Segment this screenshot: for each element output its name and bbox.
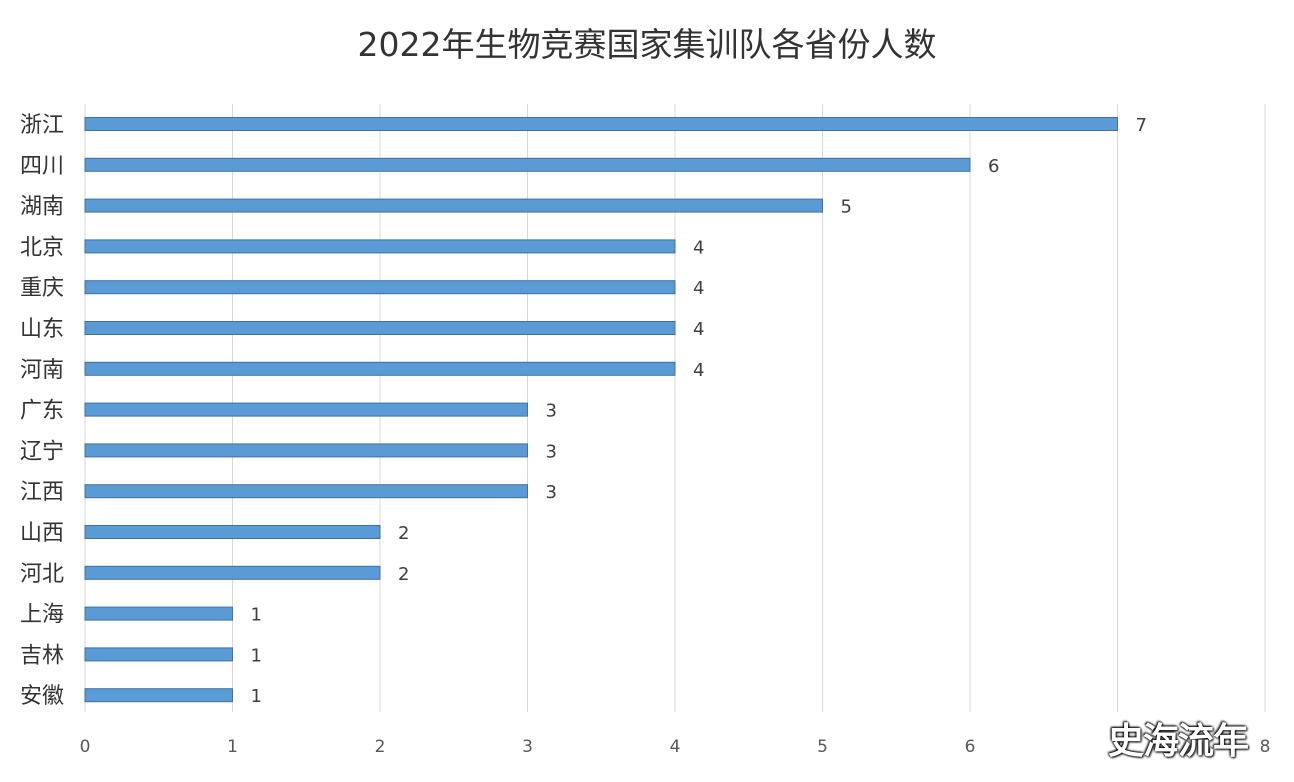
category-label: 北京 <box>20 235 64 260</box>
x-tick-label: 5 <box>817 737 828 757</box>
category-label: 四川 <box>20 154 64 179</box>
category-label: 吉林 <box>20 643 64 668</box>
bar <box>84 280 676 295</box>
data-label: 7 <box>1136 115 1147 136</box>
data-label: 3 <box>546 482 557 503</box>
x-tick-label: 4 <box>670 737 681 757</box>
x-tick-label: 2 <box>375 737 386 757</box>
bar <box>84 443 528 458</box>
bar <box>84 157 971 172</box>
category-label: 安徽 <box>20 684 64 709</box>
category-label: 山西 <box>20 521 64 546</box>
bar <box>84 239 676 254</box>
category-label: 湖南 <box>20 195 64 220</box>
category-label: 河北 <box>20 562 64 587</box>
x-tick-label: 8 <box>1260 737 1271 757</box>
x-tick-label: 6 <box>965 737 976 757</box>
data-label: 2 <box>398 523 409 544</box>
data-label: 3 <box>546 441 557 462</box>
data-label: 5 <box>841 197 852 218</box>
category-label: 浙江 <box>20 113 64 138</box>
x-tick-label: 7 <box>1112 737 1123 757</box>
bar <box>84 361 676 376</box>
bars <box>84 117 1118 703</box>
x-tick-labels: 0 1 2 3 4 5 6 7 8 <box>80 737 1271 757</box>
category-label: 广东 <box>20 399 64 424</box>
bar <box>84 402 528 417</box>
data-labels: 7 6 5 4 4 4 4 3 3 3 2 2 1 1 1 <box>251 115 1147 707</box>
data-label: 1 <box>251 605 262 626</box>
bar <box>84 321 676 335</box>
category-label: 河南 <box>20 358 64 383</box>
x-tick-label: 0 <box>80 737 91 757</box>
data-label: 1 <box>251 645 262 666</box>
data-label: 4 <box>693 278 704 299</box>
bar <box>84 565 381 580</box>
data-label: 3 <box>546 401 557 422</box>
bar <box>84 117 1118 131</box>
x-tick-label: 3 <box>522 737 533 757</box>
chart-title: 2022年生物竞赛国家集训队各省份人数 <box>357 25 937 64</box>
bar <box>84 688 233 703</box>
bar <box>84 647 233 662</box>
category-label: 江西 <box>20 480 64 505</box>
category-label: 上海 <box>20 603 64 628</box>
bar <box>84 606 233 621</box>
category-label: 重庆 <box>20 276 64 301</box>
bar <box>84 525 381 539</box>
x-tick-label: 1 <box>227 737 238 757</box>
bar <box>84 484 528 499</box>
data-label: 1 <box>251 686 262 707</box>
data-label: 4 <box>693 237 704 258</box>
data-label: 6 <box>988 156 999 177</box>
data-label: 4 <box>693 319 704 340</box>
watermark: 史海流年 <box>1108 721 1249 762</box>
data-label: 4 <box>693 360 704 381</box>
category-label: 山东 <box>20 317 64 342</box>
bar <box>84 198 823 213</box>
category-label: 辽宁 <box>20 439 64 464</box>
data-label: 2 <box>398 564 409 585</box>
